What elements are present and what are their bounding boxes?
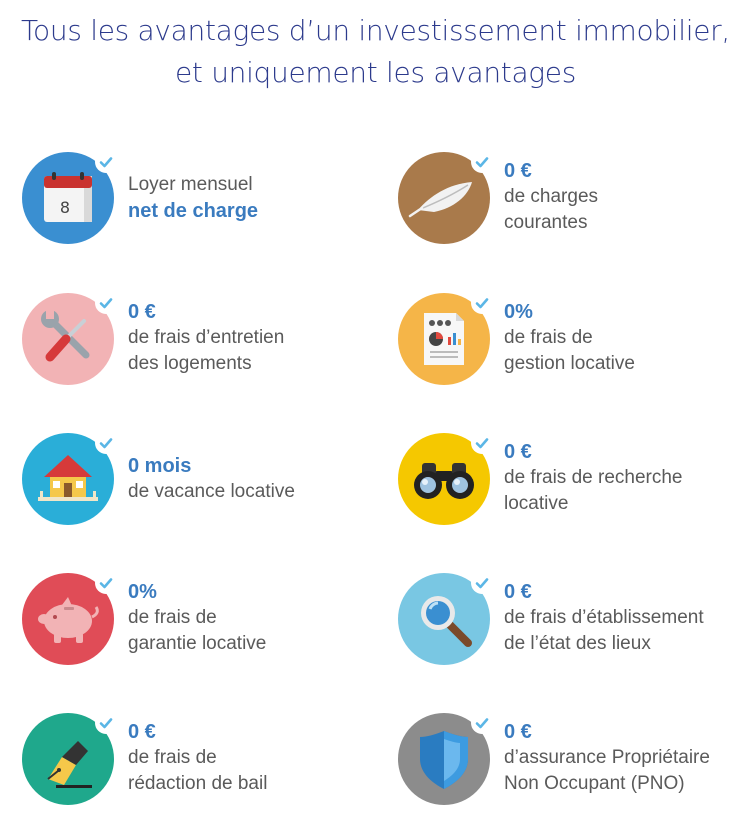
benefit-redaction-bail: 0 € de frais de rédaction de bail: [22, 712, 382, 813]
benefit-line-2: garantie locative: [128, 633, 267, 654]
benefit-highlight: 0 €: [504, 160, 532, 182]
benefit-line-1: Loyer mensuel: [128, 174, 253, 195]
benefit-line-2: des logements: [128, 353, 252, 374]
benefit-highlight: 0 €: [128, 301, 156, 323]
benefit-line-1: de frais de recherche: [504, 467, 683, 488]
benefit-line-2: rédaction de bail: [128, 773, 268, 794]
benefit-line-2: courantes: [504, 212, 588, 233]
benefit-line-1: de vacance locative: [128, 481, 295, 502]
benefit-charges-courantes: 0 € de charges courantes: [398, 151, 751, 252]
check-icon: [95, 292, 117, 314]
check-icon: [471, 432, 493, 454]
house-icon: [22, 433, 114, 525]
benefit-gestion-locative: 0% de frais de gestion locative: [398, 292, 751, 393]
check-icon: [95, 432, 117, 454]
benefit-line-1: de frais de: [128, 747, 217, 768]
benefit-line-1: de frais de: [128, 607, 217, 628]
page-title: Tous les avantages d’un investissement i…: [0, 10, 751, 94]
check-icon: [95, 151, 117, 173]
check-icon: [471, 292, 493, 314]
benefit-recherche-locative: 0 € de frais de recherche locative: [398, 432, 751, 533]
check-icon: [471, 151, 493, 173]
title-line-2: et uniquement les avantages: [174, 56, 577, 89]
benefit-line-2: locative: [504, 493, 569, 514]
benefit-highlight: net de charge: [128, 200, 259, 222]
benefit-highlight: 0 €: [128, 721, 156, 743]
benefit-etat-des-lieux: 0 € de frais d’établissement de l’état d…: [398, 572, 751, 673]
benefit-line-2: Non Occupant (PNO): [504, 773, 685, 794]
benefit-line-1: de charges: [504, 186, 599, 207]
benefit-line-1: d’assurance Propriétaire: [504, 747, 710, 768]
check-icon: [471, 712, 493, 734]
check-icon: [95, 712, 117, 734]
benefit-line-2: gestion locative: [504, 353, 635, 374]
benefit-highlight: 0%: [504, 301, 533, 323]
check-icon: [95, 572, 117, 594]
benefit-highlight: 0 €: [504, 581, 532, 603]
benefit-highlight: 0 €: [504, 721, 532, 743]
benefit-highlight: 0 mois: [128, 455, 192, 477]
benefit-line-1: de frais de: [504, 327, 593, 348]
check-icon: [471, 572, 493, 594]
benefit-line-1: de frais d’établissement: [504, 607, 704, 628]
benefit-vacance-locative: 0 mois de vacance locative: [22, 432, 382, 533]
calendar-day: 8: [60, 198, 70, 217]
benefit-highlight: 0%: [128, 581, 157, 603]
benefit-line-1: de frais d’entretien: [128, 327, 285, 348]
shield-icon: [398, 713, 490, 805]
title-line-1: Tous les avantages d’un investissement i…: [21, 14, 730, 47]
benefit-entretien: 0 € de frais d’entretien des logements: [22, 292, 382, 393]
benefit-line-2: de l’état des lieux: [504, 633, 651, 654]
benefit-garantie-locative: 0% de frais de garantie locative: [22, 572, 382, 673]
benefit-assurance-pno: 0 € d’assurance Propriétaire Non Occupan…: [398, 712, 751, 813]
tools-icon: [22, 293, 114, 385]
benefit-loyer-net: 8 Loyer mensuel net de charge: [22, 151, 382, 252]
benefit-highlight: 0 €: [504, 441, 532, 463]
